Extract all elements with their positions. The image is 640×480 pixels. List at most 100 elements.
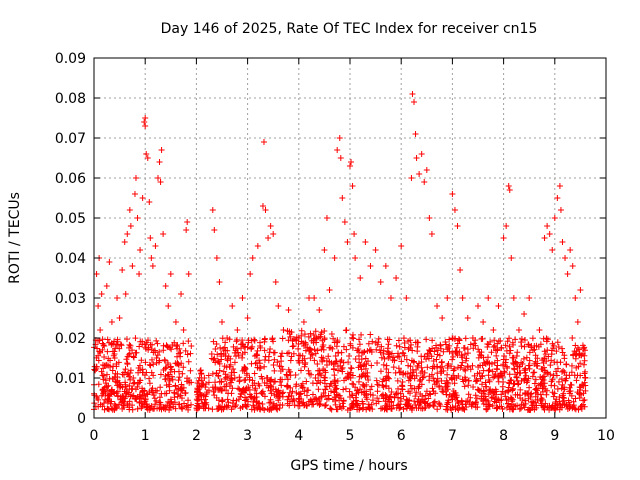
roti-point	[576, 346, 583, 353]
roti-point	[345, 374, 352, 381]
roti-point	[132, 335, 139, 342]
roti-point	[373, 400, 380, 407]
roti-point	[401, 344, 408, 351]
roti-point	[126, 207, 133, 213]
roti-point	[258, 373, 265, 380]
roti-point	[152, 243, 159, 249]
roti-point	[425, 395, 432, 402]
roti-point	[502, 356, 509, 363]
roti-point	[237, 405, 244, 412]
roti-point	[139, 387, 146, 394]
roti-point	[385, 396, 392, 403]
roti-point	[202, 380, 209, 387]
roti-point	[119, 267, 126, 273]
roti-point	[541, 380, 548, 387]
roti-point	[268, 390, 275, 397]
roti-point	[396, 343, 403, 350]
roti-point	[512, 358, 519, 365]
roti-point	[346, 352, 353, 359]
roti-point	[96, 348, 103, 355]
roti-point	[554, 386, 561, 393]
roti-point	[479, 372, 486, 379]
roti-point	[408, 175, 415, 181]
roti-point	[313, 396, 320, 403]
roti-point	[369, 338, 376, 345]
roti-point	[549, 247, 556, 253]
roti-point	[130, 354, 137, 361]
roti-point	[384, 336, 391, 343]
roti-point	[179, 370, 186, 377]
roti-point	[175, 360, 182, 367]
roti-point	[495, 303, 502, 309]
roti-point	[407, 344, 414, 351]
roti-point	[332, 353, 339, 360]
roti-point	[348, 365, 355, 372]
roti-point	[514, 363, 521, 370]
roti-point	[496, 397, 503, 404]
roti-point	[521, 389, 528, 396]
roti-point	[368, 362, 375, 369]
roti-point	[393, 390, 400, 397]
roti-point	[346, 388, 353, 395]
roti-point	[267, 345, 274, 352]
roti-point	[160, 366, 167, 373]
roti-point	[503, 363, 510, 370]
roti-point	[108, 341, 115, 348]
roti-point	[423, 167, 430, 173]
roti-point	[202, 384, 209, 391]
roti-point	[537, 374, 544, 381]
roti-point	[460, 345, 467, 352]
roti-point	[259, 203, 266, 209]
roti-point	[345, 359, 352, 366]
roti-point	[377, 405, 384, 412]
roti-point	[212, 359, 219, 366]
roti-point	[94, 395, 101, 402]
roti-point	[530, 369, 537, 376]
roti-point	[408, 385, 415, 392]
roti-point	[356, 341, 363, 348]
roti-point	[326, 287, 333, 293]
roti-point	[286, 389, 293, 396]
roti-point	[215, 372, 222, 379]
roti-point	[184, 375, 191, 382]
roti-point	[418, 353, 425, 360]
roti-point	[525, 341, 532, 348]
roti-point	[408, 341, 415, 348]
roti-point	[321, 377, 328, 384]
roti-point	[459, 295, 466, 301]
roti-point	[196, 404, 203, 411]
roti-point	[480, 401, 487, 408]
roti-point	[147, 235, 154, 241]
roti-point	[455, 364, 462, 371]
roti-point	[213, 394, 220, 401]
roti-point	[435, 400, 442, 407]
roti-point	[410, 369, 417, 376]
roti-point	[520, 355, 527, 362]
roti-point	[439, 388, 446, 395]
roti-point	[208, 351, 215, 357]
roti-point	[461, 366, 468, 373]
roti-point	[323, 215, 330, 221]
roti-point	[160, 347, 167, 354]
roti-point	[473, 377, 480, 384]
roti-point	[160, 405, 167, 412]
roti-point	[366, 404, 373, 411]
roti-point	[360, 362, 367, 369]
roti-point	[473, 395, 480, 402]
roti-point	[146, 375, 153, 382]
roti-point	[572, 350, 579, 357]
roti-point	[446, 336, 453, 343]
roti-point	[437, 364, 444, 371]
roti-point	[99, 386, 106, 393]
roti-point	[129, 263, 136, 269]
roti-point	[302, 347, 309, 354]
roti-point	[216, 279, 223, 285]
roti-point	[197, 390, 204, 397]
roti-point	[178, 291, 185, 297]
roti-point	[388, 389, 395, 396]
roti-point	[142, 123, 149, 129]
roti-point	[411, 99, 417, 105]
roti-point	[366, 405, 373, 412]
roti-point	[242, 364, 249, 371]
